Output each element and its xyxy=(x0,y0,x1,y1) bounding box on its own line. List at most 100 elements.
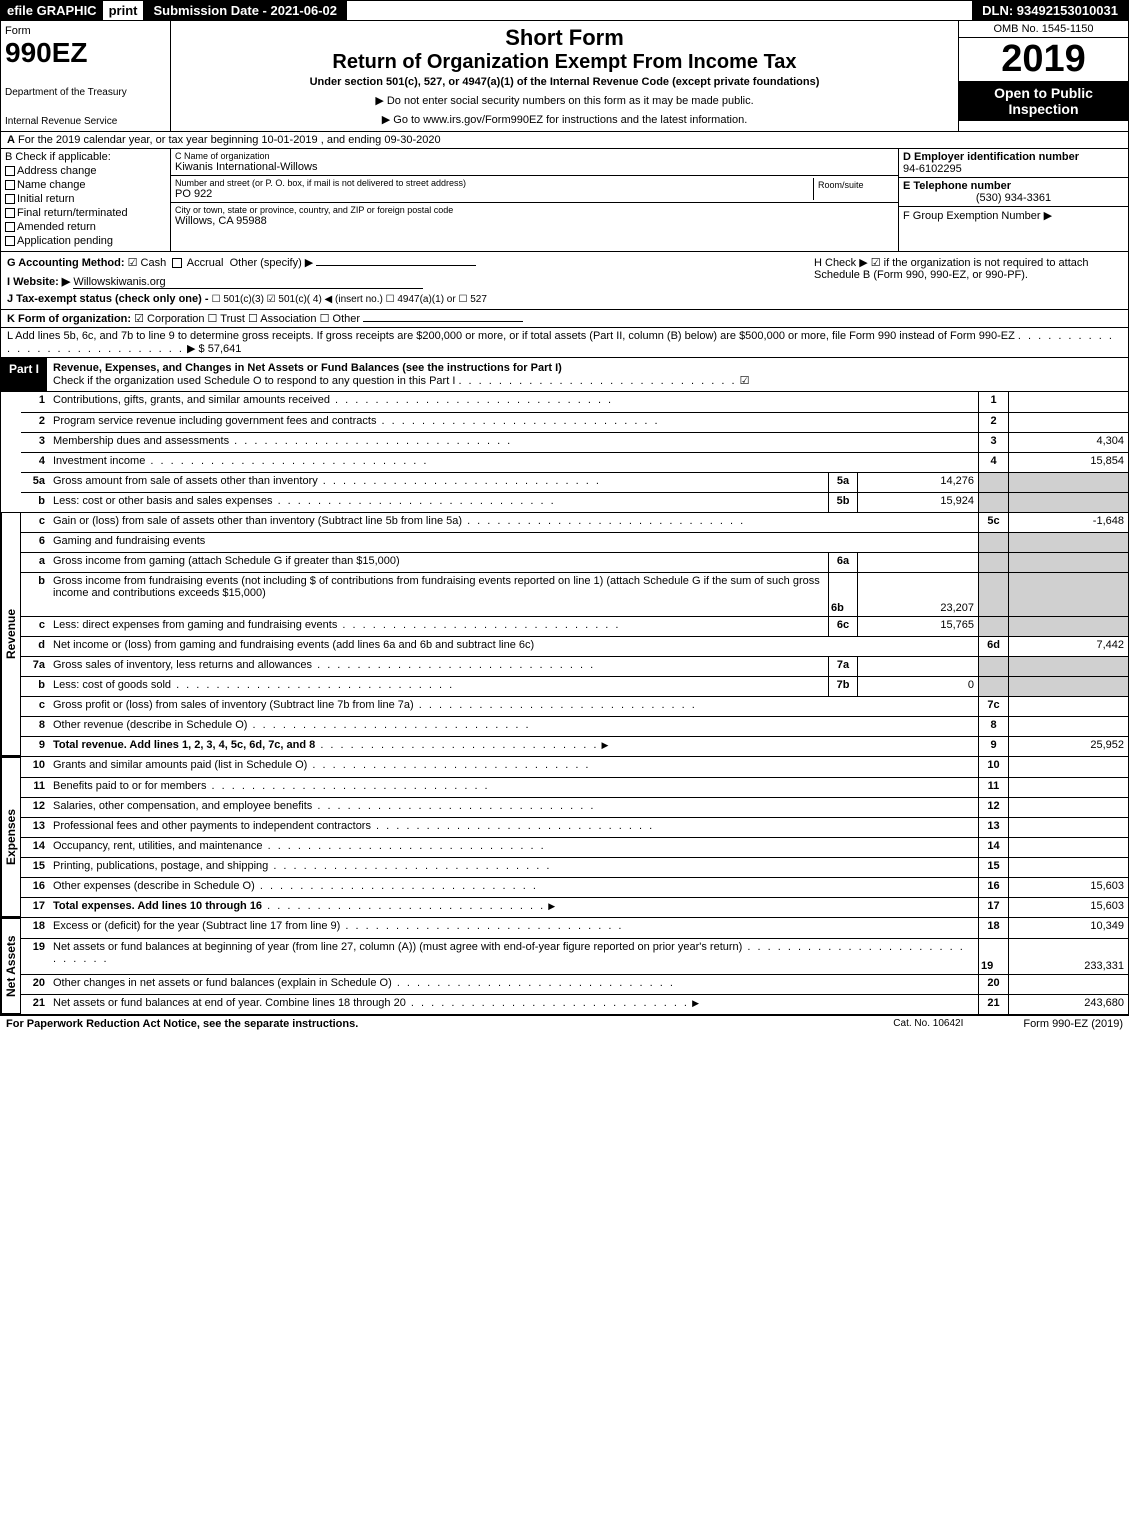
line-desc: Gross income from gaming (attach Schedul… xyxy=(49,553,828,572)
g-other-input[interactable] xyxy=(316,265,476,266)
b-label: B Check if applicable: xyxy=(5,151,166,163)
g-cash: Cash xyxy=(141,257,167,269)
g-other: Other (specify) ▶ xyxy=(230,257,314,269)
entity-block: B Check if applicable: Address change Na… xyxy=(0,149,1129,252)
cb-name-change[interactable]: Name change xyxy=(5,179,166,191)
line-desc: Total expenses. Add lines 10 through 16 xyxy=(49,898,978,917)
line-val xyxy=(1008,838,1128,857)
line-box: 12 xyxy=(978,798,1008,817)
checkbox-icon xyxy=(5,236,15,246)
line-val: 15,854 xyxy=(1008,453,1128,472)
line-desc: Gain or (loss) from sale of assets other… xyxy=(49,513,978,532)
line-6d: d Net income or (loss) from gaming and f… xyxy=(21,636,1128,656)
title-return: Return of Organization Exempt From Incom… xyxy=(175,51,954,74)
line-val xyxy=(1008,975,1128,994)
j-options: ☐ 501(c)(3) ☑ 501(c)( 4) ◀ (insert no.) … xyxy=(212,294,487,305)
print-button[interactable]: print xyxy=(103,1,144,20)
footer-left: For Paperwork Reduction Act Notice, see … xyxy=(6,1018,893,1030)
dots-icon xyxy=(273,495,556,507)
gray-box xyxy=(978,677,1008,696)
line-num: 6 xyxy=(21,533,49,552)
g-accounting: G Accounting Method: Cash Accrual Other … xyxy=(7,256,802,269)
expenses-lines: 10 Grants and similar amounts paid (list… xyxy=(21,757,1128,917)
line-desc: Excess or (deficit) for the year (Subtra… xyxy=(49,918,978,938)
line-val xyxy=(1008,778,1128,797)
dots-icon xyxy=(462,515,745,527)
line-val: 15,603 xyxy=(1008,898,1128,917)
h-text: H Check ▶ ☑ if the organization is not r… xyxy=(814,257,1089,281)
line-14: 14 Occupancy, rent, utilities, and maint… xyxy=(21,837,1128,857)
line-18: 18 Excess or (deficit) for the year (Sub… xyxy=(21,918,1128,938)
part1-checkbox[interactable]: ☑ xyxy=(740,375,750,387)
cb-application-pending[interactable]: Application pending xyxy=(5,235,166,247)
line-desc: Less: cost of goods sold xyxy=(49,677,828,696)
checkbox-icon xyxy=(172,258,182,268)
line-box: 19 xyxy=(978,939,1008,974)
cb-final-return[interactable]: Final return/terminated xyxy=(5,207,166,219)
line-num: 4 xyxy=(21,453,49,472)
line-19: 19 Net assets or fund balances at beginn… xyxy=(21,938,1128,974)
section-b-checkboxes: B Check if applicable: Address change Na… xyxy=(1,149,171,251)
line-box: 13 xyxy=(978,818,1008,837)
tax-year: 2019 xyxy=(959,38,1128,81)
street-cell: Number and street (or P. O. box, if mail… xyxy=(175,178,814,200)
line-val: 10,349 xyxy=(1008,918,1128,938)
phone-value: (530) 934-3361 xyxy=(903,192,1124,204)
k-other-input[interactable] xyxy=(363,321,523,322)
dots-icon xyxy=(268,860,551,872)
line-num: 8 xyxy=(21,717,49,736)
footer-catno: Cat. No. 10642I xyxy=(893,1018,963,1030)
sub-val: 23,207 xyxy=(858,573,978,616)
city-value: Willows, CA 95988 xyxy=(175,215,894,227)
line-val: 7,442 xyxy=(1008,637,1128,656)
line-num: 13 xyxy=(21,818,49,837)
gh-left: G Accounting Method: Cash Accrual Other … xyxy=(1,252,808,309)
line-val: 233,331 xyxy=(1008,939,1128,974)
line-desc: Program service revenue including govern… xyxy=(49,413,978,432)
line-4: 4 Investment income 4 15,854 xyxy=(21,452,1128,472)
gray-box xyxy=(978,657,1008,676)
d-label: D Employer identification number xyxy=(903,151,1124,163)
dln-label: DLN: 93492153010031 xyxy=(972,1,1128,20)
dots-icon xyxy=(340,920,623,932)
line-num: 11 xyxy=(21,778,49,797)
dots-icon xyxy=(229,435,512,447)
website-link[interactable]: Willowskiwanis.org xyxy=(73,276,423,289)
footer-formref: Form 990-EZ (2019) xyxy=(1023,1018,1123,1030)
line-val xyxy=(1008,818,1128,837)
line-box: 17 xyxy=(978,898,1008,917)
checkbox-icon xyxy=(5,222,15,232)
section-tabs: Revenue xyxy=(1,392,21,756)
netassets-lines: 18 Excess or (deficit) for the year (Sub… xyxy=(21,918,1128,1014)
cb-address-change[interactable]: Address change xyxy=(5,165,166,177)
note-link[interactable]: ▶ Go to www.irs.gov/Form990EZ for instru… xyxy=(175,113,954,126)
sub-val: 15,924 xyxy=(858,493,978,512)
gray-val xyxy=(1008,493,1128,512)
dots-icon xyxy=(262,900,545,912)
l-text: L Add lines 5b, 6c, and 7b to line 9 to … xyxy=(7,330,1015,342)
line-box: 21 xyxy=(978,995,1008,1014)
line-box: 18 xyxy=(978,918,1008,938)
i-website: I Website: ▶ Willowskiwanis.org xyxy=(7,275,802,289)
header-right: OMB No. 1545-1150 2019 Open to Public In… xyxy=(958,21,1128,131)
cb-initial-return[interactable]: Initial return xyxy=(5,193,166,205)
line-box: 6d xyxy=(978,637,1008,656)
line-6a: a Gross income from gaming (attach Sched… xyxy=(21,552,1128,572)
sub-label: 6c xyxy=(828,617,858,636)
line-num: c xyxy=(21,617,49,636)
line-val xyxy=(1008,413,1128,432)
cb-amended-return[interactable]: Amended return xyxy=(5,221,166,233)
dots-icon xyxy=(312,800,595,812)
line-num: 1 xyxy=(21,392,49,412)
sub-label: 5a xyxy=(828,473,858,492)
line-val: 25,952 xyxy=(1008,737,1128,756)
line-desc: Occupancy, rent, utilities, and maintena… xyxy=(49,838,978,857)
gray-box xyxy=(978,553,1008,572)
line-desc: Total revenue. Add lines 1, 2, 3, 4, 5c,… xyxy=(49,737,978,756)
line-num: 10 xyxy=(21,757,49,777)
gray-box xyxy=(978,533,1008,552)
line-desc: Gross sales of inventory, less returns a… xyxy=(49,657,828,676)
gray-val xyxy=(1008,553,1128,572)
gray-box xyxy=(978,493,1008,512)
line-num: 20 xyxy=(21,975,49,994)
